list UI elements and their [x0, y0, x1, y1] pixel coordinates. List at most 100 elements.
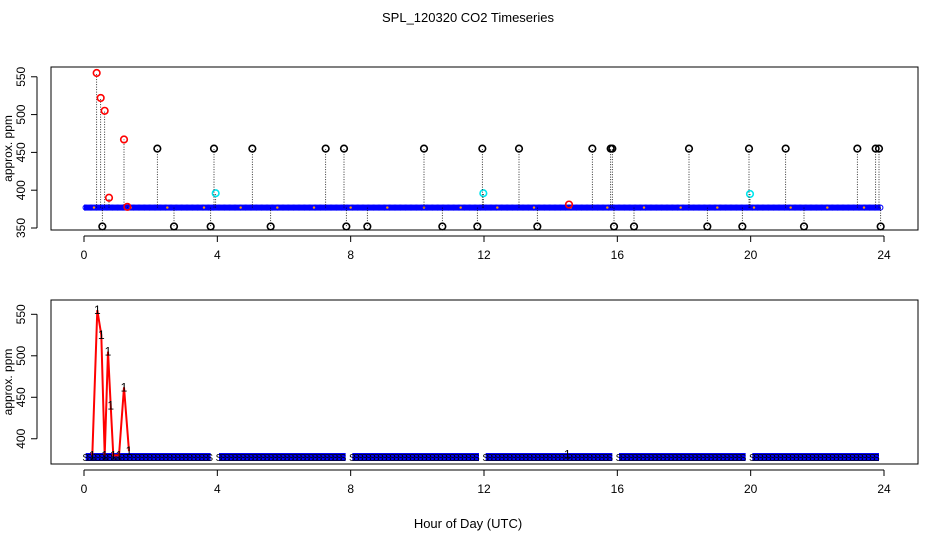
data-point: [479, 189, 488, 198]
baseline-marker: S: [413, 453, 420, 464]
x-tick-label: 24: [877, 248, 891, 262]
x-axis-label: Hour of Day (UTC): [414, 516, 522, 531]
data-point: [608, 144, 617, 153]
baseline-marker: S: [684, 453, 691, 464]
baseline-marker: S: [385, 453, 392, 464]
baseline-marker: S: [308, 453, 315, 464]
baseline-segment: [619, 453, 746, 462]
baseline-marker: S: [304, 453, 311, 464]
baseline-marker: S: [216, 453, 223, 464]
baseline-marker: S: [401, 453, 408, 464]
baseline-marker: S: [708, 453, 715, 464]
baseline-accent: [239, 206, 242, 209]
baseline-marker: S: [300, 453, 307, 464]
x-tick-label: 12: [477, 248, 491, 262]
data-point: [876, 222, 885, 231]
baseline-marker: S: [357, 453, 364, 464]
baseline-marker: S: [393, 453, 400, 464]
baseline-marker: S: [482, 453, 489, 464]
baseline-marker: S: [421, 453, 428, 464]
data-point: [98, 222, 107, 231]
baseline-marker: S: [833, 453, 840, 464]
baseline-marker: S: [518, 453, 525, 464]
data-point: [211, 189, 220, 198]
baseline-marker: S: [566, 453, 573, 464]
baseline-marker: S: [433, 453, 440, 464]
data-point: [339, 144, 349, 153]
baseline-marker: S: [461, 453, 468, 464]
baseline-marker: S: [126, 453, 133, 464]
baseline-marker: S: [174, 453, 181, 464]
baseline-segment: [352, 453, 479, 462]
baseline-marker: S: [373, 453, 380, 464]
baseline-marker: S: [130, 453, 137, 464]
y-tick-label: 450: [14, 387, 28, 407]
baseline-marker: S: [696, 453, 703, 464]
baseline-marker: S: [377, 453, 384, 464]
baseline-marker: S: [652, 453, 659, 464]
baseline-segment: [85, 453, 211, 462]
baseline-marker: S: [506, 453, 513, 464]
baseline-marker: S: [664, 453, 671, 464]
baseline-marker: S: [288, 453, 295, 464]
baseline-marker: S: [98, 453, 105, 464]
baseline-marker: S: [353, 453, 360, 464]
data-point: [533, 222, 542, 231]
data-point-label: 1: [89, 448, 96, 462]
baseline-marker: S: [594, 453, 601, 464]
baseline-marker: S: [220, 453, 227, 464]
baseline-marker: S: [110, 453, 117, 464]
baseline-marker: S: [272, 453, 279, 464]
baseline-marker: S: [704, 453, 711, 464]
y-tick-label: 500: [14, 345, 28, 365]
data-point: [342, 222, 351, 231]
data-point: [153, 144, 162, 153]
baseline-marker: S: [142, 453, 149, 464]
baseline-marker: S: [716, 453, 723, 464]
baseline-marker: S: [530, 453, 537, 464]
baseline-marker: S: [162, 453, 169, 464]
data-point: [96, 93, 105, 103]
baseline-marker: S: [328, 453, 335, 464]
baseline-marker: S: [134, 453, 141, 464]
baseline-marker: S: [453, 453, 460, 464]
baseline-marker: S: [409, 453, 416, 464]
baseline-marker: S: [720, 453, 727, 464]
data-point: [100, 106, 109, 115]
data-point: [419, 144, 429, 153]
baseline-accent: [276, 206, 279, 209]
baseline-marker: S: [102, 453, 109, 464]
baseline-marker: S: [256, 453, 263, 464]
baseline-marker: S: [425, 453, 432, 464]
baseline-marker: S: [789, 453, 796, 464]
data-point: [209, 144, 219, 153]
data-point: [206, 222, 215, 231]
baseline-marker: S: [320, 453, 327, 464]
baseline-marker: S: [676, 453, 683, 464]
baseline-marker: S: [805, 453, 812, 464]
baseline-marker: S: [114, 453, 121, 464]
data-point: [874, 144, 884, 153]
baseline-marker: S: [182, 453, 189, 464]
baseline-marker: S: [873, 453, 880, 464]
baseline-marker: S: [260, 453, 267, 464]
plot-frame: [50, 299, 919, 465]
data-point: [92, 68, 101, 78]
baseline-marker: S: [813, 453, 820, 464]
y-axis-label: approx. ppm: [1, 349, 15, 416]
baseline-accent: [532, 206, 536, 209]
data-point-label: 1: [94, 303, 101, 317]
baseline-marker: S: [150, 453, 157, 464]
data-point: [123, 202, 132, 211]
baseline-marker: S: [761, 453, 768, 464]
baseline-marker: S: [397, 453, 404, 464]
baseline-marker: S: [490, 453, 497, 464]
baseline-marker: S: [620, 453, 627, 464]
baseline-marker: S: [118, 453, 125, 464]
baseline-accent: [862, 206, 866, 209]
baseline-marker: S: [554, 453, 561, 464]
baseline-marker: S: [656, 453, 663, 464]
baseline-marker: S: [757, 453, 764, 464]
chart-title: SPL_120320 CO2 Timeseries: [382, 10, 554, 25]
baseline-marker: S: [781, 453, 788, 464]
